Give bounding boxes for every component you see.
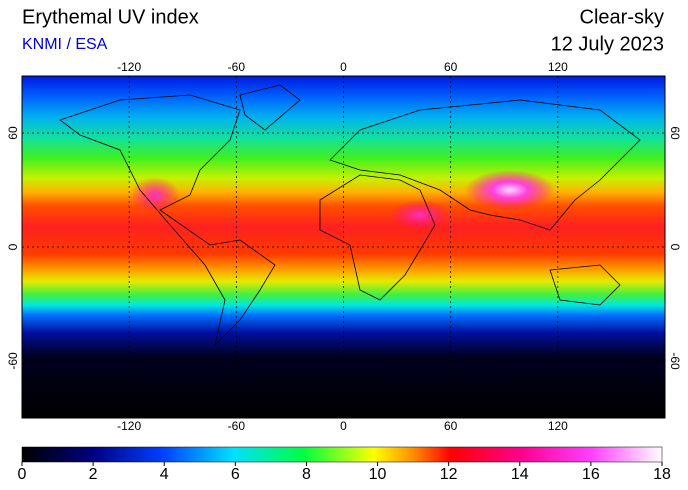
lon-tick-label: 60 [444, 419, 458, 433]
lat-tick-label: -60 [668, 352, 682, 370]
colorbar-tick-label: 2 [89, 466, 98, 483]
lat-tick-label: -60 [6, 352, 20, 370]
lon-tick-label: 120 [548, 419, 568, 433]
lon-tick-label: 0 [340, 60, 347, 74]
lon-tick-label: 60 [444, 60, 458, 74]
lon-tick-label: -120 [117, 60, 141, 74]
colorbar-tick-label: 16 [582, 466, 600, 483]
lat-tick-label: 0 [668, 244, 682, 251]
lat-tick-label: 0 [6, 243, 20, 250]
uv-hotspot [465, 170, 555, 210]
source: KNMI / ESA [22, 36, 108, 53]
colorbar-tick-label: 0 [18, 466, 27, 483]
uv-hotspot [130, 177, 180, 213]
colorbar-tick-label: 18 [653, 466, 671, 483]
colorbar-tick-label: 6 [231, 466, 240, 483]
uv-hotspot [390, 200, 450, 230]
condition: Clear-sky [580, 6, 664, 28]
colorbar-tick-label: 12 [440, 466, 458, 483]
lon-tick-label: -60 [228, 419, 246, 433]
colorbar [21, 446, 663, 463]
lon-tick-label: -120 [117, 419, 141, 433]
colorbar-tick-label: 4 [160, 466, 169, 483]
colorbar-tick-label: 8 [302, 466, 311, 483]
lon-tick-label: 0 [340, 419, 347, 433]
coastlines [59, 84, 641, 347]
title: Erythemal UV index [22, 6, 199, 28]
lat-tick-label: 60 [6, 126, 20, 140]
colorbar-tick-label: 10 [369, 466, 387, 483]
colorbar-tick-label: 14 [511, 466, 529, 483]
lon-tick-label: 120 [548, 60, 568, 74]
lon-tick-label: -60 [228, 60, 246, 74]
lat-tick-label: 60 [668, 126, 682, 140]
date: 12 July 2023 [551, 33, 664, 55]
